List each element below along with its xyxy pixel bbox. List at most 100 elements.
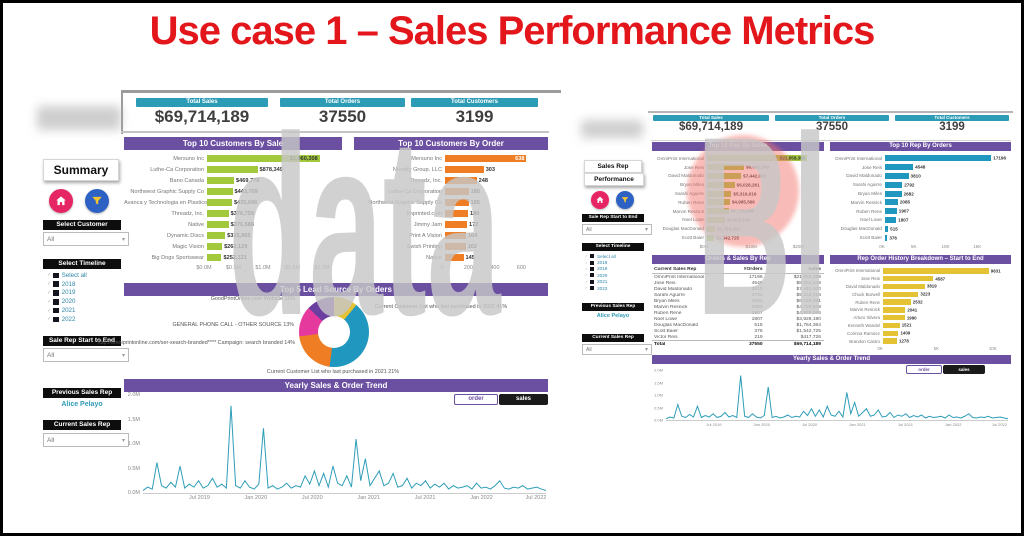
bar[interactable]: 164 (445, 231, 477, 240)
bar-row[interactable]: David Maldonado $7,442,000 (652, 172, 824, 181)
current-rep-dropdown[interactable]: All ▾ (43, 433, 129, 447)
sale-rep-range-dropdown[interactable]: All ▾ (43, 348, 129, 362)
bar-row[interactable]: Print A Vision 164 (354, 230, 548, 241)
bar[interactable]: 2682 (885, 190, 914, 197)
lead-source-donut[interactable] (299, 297, 369, 367)
bar[interactable]: 172 (445, 220, 478, 229)
bar[interactable]: 2085 (885, 199, 910, 206)
bar-row[interactable]: Scott Baier $1,542,725 (652, 233, 824, 242)
bar-row[interactable]: Jose Reis 4548 (830, 163, 1011, 172)
bar[interactable]: $8,061,249 (707, 164, 769, 171)
bar-row[interactable]: Bano Canada $469,770 (124, 175, 342, 186)
checkbox[interactable] (590, 254, 595, 259)
checkbox[interactable] (590, 266, 595, 271)
bar-row[interactable]: Threadz, Inc. 248 (354, 175, 548, 186)
bar[interactable]: $443,709 (207, 187, 258, 196)
customer-dropdown[interactable]: All ▾ (43, 232, 129, 246)
legend-order-button[interactable]: order (454, 394, 498, 405)
bar-row[interactable]: Jose Reis 4587 (830, 275, 1011, 283)
sales-rep-page-button[interactable]: Sales Rep (584, 160, 642, 173)
table-row[interactable]: David Maldonado 3810 $7,442,000 (652, 286, 824, 292)
bar[interactable]: $6,028,261 (707, 181, 760, 188)
performance-page-button[interactable]: Performance (584, 173, 644, 186)
filter-icon[interactable] (616, 191, 634, 209)
timeline-option[interactable]: ✓ 2022 (47, 315, 121, 324)
bar[interactable]: 1807 (885, 216, 908, 223)
bar[interactable]: 185 (445, 187, 480, 196)
bar[interactable]: $3,928,190 (707, 216, 750, 223)
legend-sales-button[interactable]: sales (943, 365, 985, 374)
bar[interactable]: 2532 (883, 299, 923, 305)
bar-row[interactable]: Native $376,588 (124, 219, 342, 230)
checkbox[interactable] (53, 299, 59, 305)
bar[interactable]: 3810 (885, 172, 921, 179)
checkbox[interactable] (53, 290, 59, 296)
bar[interactable]: $262,129 (207, 242, 247, 251)
bar[interactable]: $4,985,566 (707, 199, 755, 206)
bar-row[interactable]: Douglas MacDonald $1,764,364 (652, 225, 824, 234)
bar[interactable]: 3819 (883, 283, 937, 290)
bar[interactable]: $1,960,308 (207, 154, 320, 163)
table-row[interactable]: Sarahi Aguirre 2792 $5,319,016 (652, 292, 824, 298)
bar-row[interactable]: Swish Printing 162 (354, 241, 548, 252)
bar-row[interactable]: Dynamic Discs $315,965 (124, 230, 342, 241)
bar-row[interactable]: Marvin Resnick $4,725,808 (652, 207, 824, 216)
timeline-option[interactable]: ✓ 2020 (47, 297, 121, 306)
checkbox[interactable] (590, 286, 595, 291)
bar-row[interactable]: Noel Lowe 1807 (830, 216, 1011, 225)
home-icon[interactable] (49, 189, 73, 213)
bar-row[interactable]: Mersuno Inc 638 (354, 153, 548, 164)
bar-row[interactable]: Magic Vision $262,129 (124, 241, 342, 252)
bar[interactable]: 1990 (883, 314, 917, 321)
bar[interactable]: $376,588 (207, 220, 254, 229)
bar[interactable]: 9631 (883, 268, 1001, 274)
bar-row[interactable]: Douglas MacDonald 515 (830, 225, 1011, 234)
bar-row[interactable]: Novelty Group, LLC 303 (354, 164, 548, 175)
bar-row[interactable]: Luthe-Ca Corporation 185 (354, 186, 548, 197)
bar-row[interactable]: Scott Baier 376 (830, 233, 1011, 242)
bar-row[interactable]: Kenneth Wandel 1521 (830, 322, 1011, 330)
bar-row[interactable]: Bryan Miles $6,028,261 (652, 181, 824, 190)
bar-row[interactable]: OmniPrint International 9631 (830, 267, 1011, 275)
bar[interactable]: 376 (885, 234, 897, 241)
bar-row[interactable]: Northwest Graphic Supply Co $443,709 (124, 186, 342, 197)
bar[interactable]: 2041 (883, 307, 917, 313)
bar-row[interactable]: Mersuno Inc $1,960,308 (124, 153, 342, 164)
bar-row[interactable]: OmniPrint International $21,858,399 (652, 154, 824, 163)
bar[interactable]: 1907 (885, 208, 909, 215)
current-rep-dropdown[interactable]: All ▾ (582, 344, 652, 355)
checkbox[interactable] (53, 272, 59, 279)
home-icon[interactable] (591, 191, 609, 209)
bar[interactable]: 4548 (885, 164, 925, 171)
timeline-option[interactable]: ✓ 2018 (585, 259, 643, 265)
bar-row[interactable]: Brandon Castro 1278 (830, 337, 1011, 345)
bar-row[interactable]: Arturo Silvera 1990 (830, 314, 1011, 322)
table-row[interactable]: OmniPrint International 17196 $21,858,399 (652, 274, 824, 280)
bar[interactable]: $878,349 (207, 165, 283, 174)
bar[interactable]: $21,858,399 (707, 155, 808, 162)
bar-row[interactable]: Threadz, Inc. $376,759 (124, 208, 342, 219)
checkbox[interactable] (590, 273, 595, 278)
bar-row[interactable]: Corinna Ramirez 1409 (830, 329, 1011, 337)
bar-row[interactable]: Marvin Resnick 2041 (830, 306, 1011, 314)
bar-row[interactable]: Noel Lowe $3,928,190 (652, 216, 824, 225)
bar-row[interactable]: Ruben Rene 1907 (830, 207, 1011, 216)
bar-row[interactable]: David Maldonado 3810 (830, 172, 1011, 181)
bar[interactable]: $5,319,016 (707, 190, 756, 197)
bar[interactable]: $315,965 (207, 231, 251, 240)
timeline-option[interactable]: ✓ 2022 (585, 285, 643, 291)
table-row[interactable]: Victor Reis 219 $417,726 (652, 334, 824, 340)
checkbox[interactable] (590, 279, 595, 284)
bar-row[interactable]: Sarahi Aguirre 2792 (830, 181, 1011, 190)
bar[interactable]: 162 (445, 242, 477, 251)
bar[interactable]: 1521 (883, 322, 911, 329)
bar-row[interactable]: Jose Reis $8,061,249 (652, 163, 824, 172)
bar[interactable]: 145 (445, 253, 475, 262)
bar[interactable]: 185 (445, 198, 480, 207)
timeline-option[interactable]: ✓ 2020 (585, 272, 643, 278)
bar[interactable]: $435,696 (207, 198, 257, 207)
bar[interactable]: 3223 (883, 291, 930, 297)
table-row[interactable]: Jose Reis 4548 $8,061,249 (652, 280, 824, 286)
bar[interactable]: $1,542,725 (707, 234, 739, 241)
table-row[interactable]: Noel Lowe 1807 $3,928,190 (652, 316, 824, 322)
